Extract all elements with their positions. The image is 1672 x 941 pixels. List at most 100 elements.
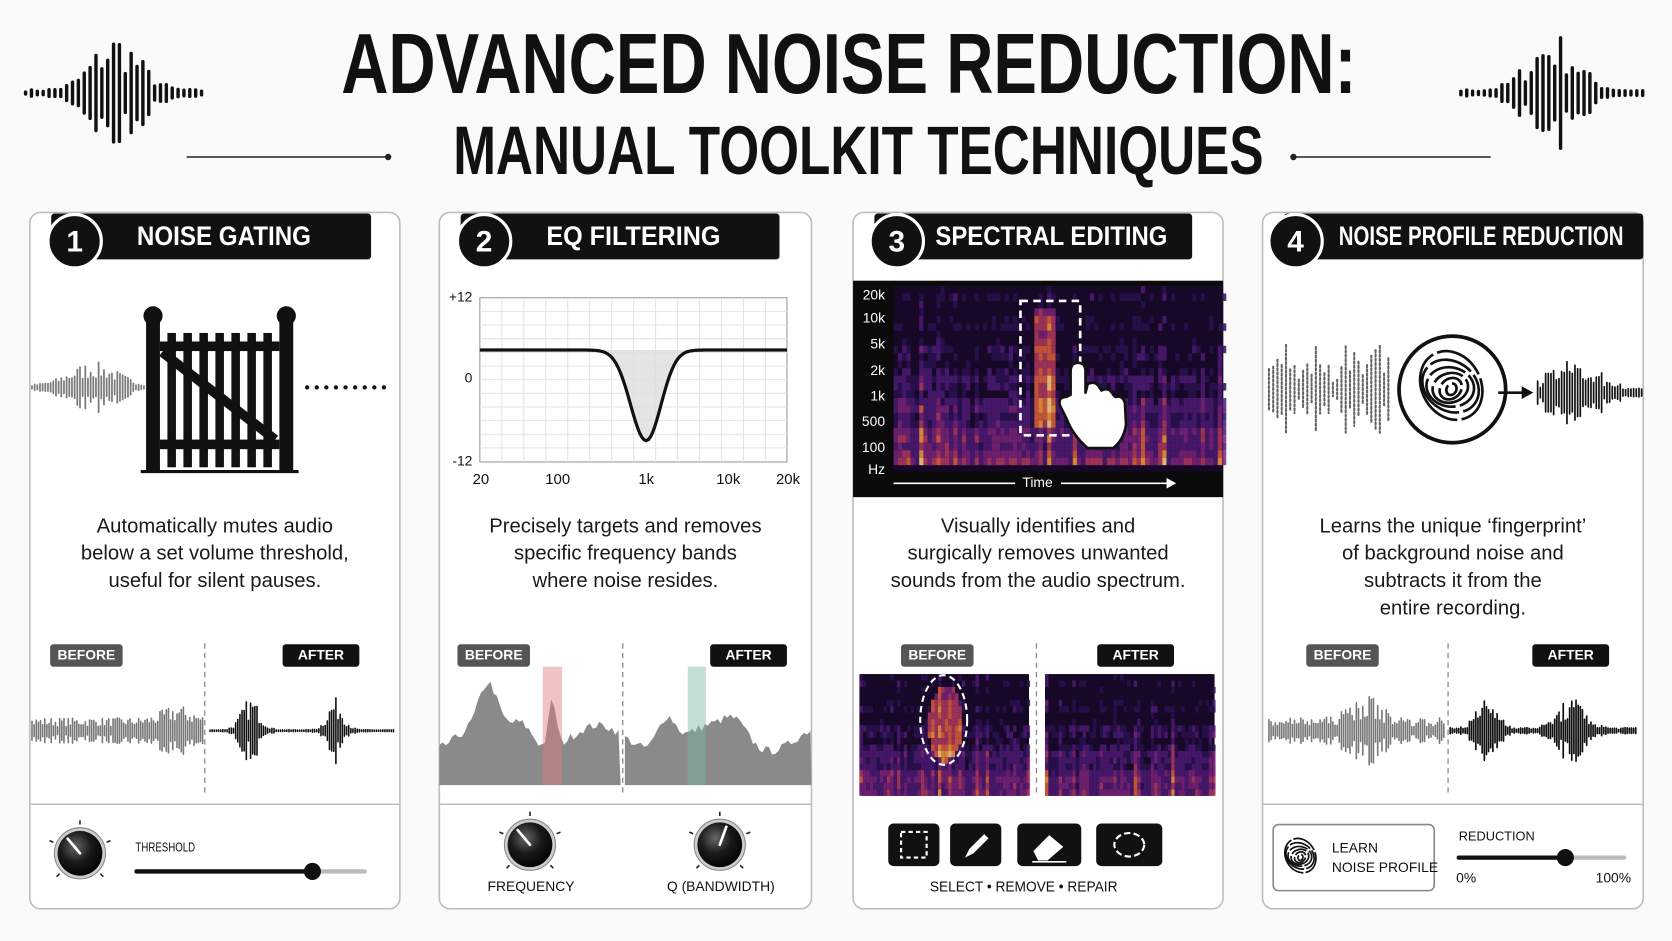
spectrogram-cell: [1161, 731, 1165, 739]
spectrogram-cell: [910, 375, 915, 384]
spectrogram-cell: [1154, 725, 1158, 732]
spectrogram-cell: [937, 763, 942, 771]
spectrogram-cell: [866, 744, 870, 751]
spectrogram-cell: [1140, 375, 1146, 384]
spectrogram-cell: [957, 435, 962, 443]
spectrogram-cell: [1200, 353, 1205, 361]
spectrogram-cell: [1200, 457, 1205, 466]
spectrogram-cell: [1062, 776, 1066, 783]
fingerprint-ridge: [1438, 376, 1464, 401]
spectrogram-cell: [859, 706, 863, 713]
spectrogram-cell: [914, 782, 918, 790]
spectrogram-cell: [1055, 390, 1060, 398]
spectrogram-cell: [1030, 457, 1035, 466]
spectrogram-cell: [957, 442, 962, 451]
spectrogram-cell: [1200, 383, 1205, 391]
spectrogram-cell: [1174, 789, 1179, 796]
spectrogram-cell: [1198, 776, 1202, 783]
spectrogram-cell: [953, 383, 958, 391]
spectrogram-cell: [910, 442, 915, 451]
spectrogram-cell: [1096, 789, 1100, 796]
spectrogram-cell: [896, 763, 901, 771]
spectrogram-cell: [919, 323, 924, 331]
spectrogram-cell: [1149, 397, 1154, 406]
spectrogram-cell: [1188, 776, 1192, 783]
waveform: [1267, 343, 1390, 435]
spectrogram-cell: [1222, 450, 1227, 458]
spectrogram-cell: [1157, 757, 1162, 764]
spectrogram-cell: [985, 776, 990, 783]
spectrogram-cell: [995, 293, 1001, 301]
spectrogram-cell: [1175, 405, 1180, 413]
spectrogram-cell: [1038, 345, 1043, 354]
spectrogram-cell: [1047, 383, 1052, 391]
waveform: [1459, 36, 1645, 150]
spectrogram-cell: [924, 776, 928, 783]
spectrogram-cell: [1167, 763, 1172, 771]
spectrogram-cell: [1013, 368, 1018, 376]
divider-dot: [384, 153, 392, 161]
spectrogram-cell: [1055, 770, 1059, 777]
spectrogram-cell: [1158, 405, 1163, 413]
knob-tick: [99, 873, 104, 878]
spectrogram-cell: [1162, 427, 1167, 436]
spectrogram-cell: [1068, 435, 1073, 443]
spectrogram-cell: [1209, 397, 1214, 406]
spectrogram-cell: [1000, 435, 1005, 443]
spectrogram-cell: [1164, 725, 1168, 732]
spectrogram-cell: [951, 725, 956, 732]
spectrogram-cell: [934, 763, 938, 771]
learn-profile-button[interactable]: [1272, 823, 1436, 892]
spectrogram-cell: [1200, 375, 1205, 384]
spectrogram-cell: [886, 789, 891, 796]
spectrogram-cell: [987, 457, 992, 466]
spectrogram-cell: [1055, 405, 1060, 413]
spectrogram-cell: [966, 442, 971, 451]
spectrogram-cell: [924, 757, 928, 764]
spectrogram-cell: [879, 725, 884, 732]
spectrogram-cell: [1021, 442, 1026, 451]
spectrogram-cell: [1016, 776, 1020, 783]
spectrogram-cell: [1192, 412, 1197, 421]
spectrogram-cell: [985, 757, 990, 764]
spectrogram-cell: [975, 757, 979, 764]
spectrogram-cell: [910, 457, 915, 466]
waveform: [209, 697, 395, 765]
spectrogram-cell: [1150, 712, 1155, 719]
spectrogram-cell: [1000, 368, 1005, 376]
spectrogram-cell: [1085, 323, 1090, 331]
spectrogram-cell: [1006, 763, 1010, 771]
spectrogram-cell: [1051, 731, 1056, 739]
spectrogram-cell: [1209, 427, 1214, 436]
gate-brace: [159, 348, 279, 444]
spectrogram-cell: [1200, 412, 1205, 421]
spectrogram-cell: [893, 782, 897, 790]
spectrogram-cell: [902, 442, 907, 451]
spectrogram-cell: [1038, 383, 1043, 391]
fingerprint-ridge: [1421, 358, 1481, 414]
spectrogram-cell: [1085, 450, 1090, 458]
panel-tab: [874, 213, 1193, 260]
spectrogram-cell: [1153, 442, 1159, 451]
description-line: Learns the unique ‘fingerprint’: [1319, 515, 1586, 537]
spectrogram-cell: [1136, 457, 1141, 466]
gate-slat: [199, 332, 208, 468]
spectrogram-cell: [1115, 457, 1120, 466]
spectrogram-cell: [949, 405, 954, 413]
spectrogram-cell: [873, 744, 877, 751]
spectrogram-cell: [862, 725, 867, 732]
eq-x-label: 20: [473, 471, 490, 488]
spectrogram-cell: [936, 420, 941, 428]
spectrogram-cell: [1196, 450, 1201, 458]
spectrogram-cell: [1120, 770, 1124, 777]
spectrogram-cell: [940, 383, 945, 391]
spectrogram-cell: [953, 420, 958, 428]
spectrogram-cell: [1092, 718, 1097, 726]
spectrogram-cell: [1038, 442, 1043, 451]
spectrogram-cell: [893, 435, 898, 443]
spectrogram-cell: [1019, 782, 1024, 790]
spectrogram-cell: [931, 375, 937, 384]
spectrogram-cell: [1111, 293, 1116, 301]
spectrogram-cell: [1123, 353, 1129, 361]
spectrogram-cell: [1184, 738, 1189, 745]
